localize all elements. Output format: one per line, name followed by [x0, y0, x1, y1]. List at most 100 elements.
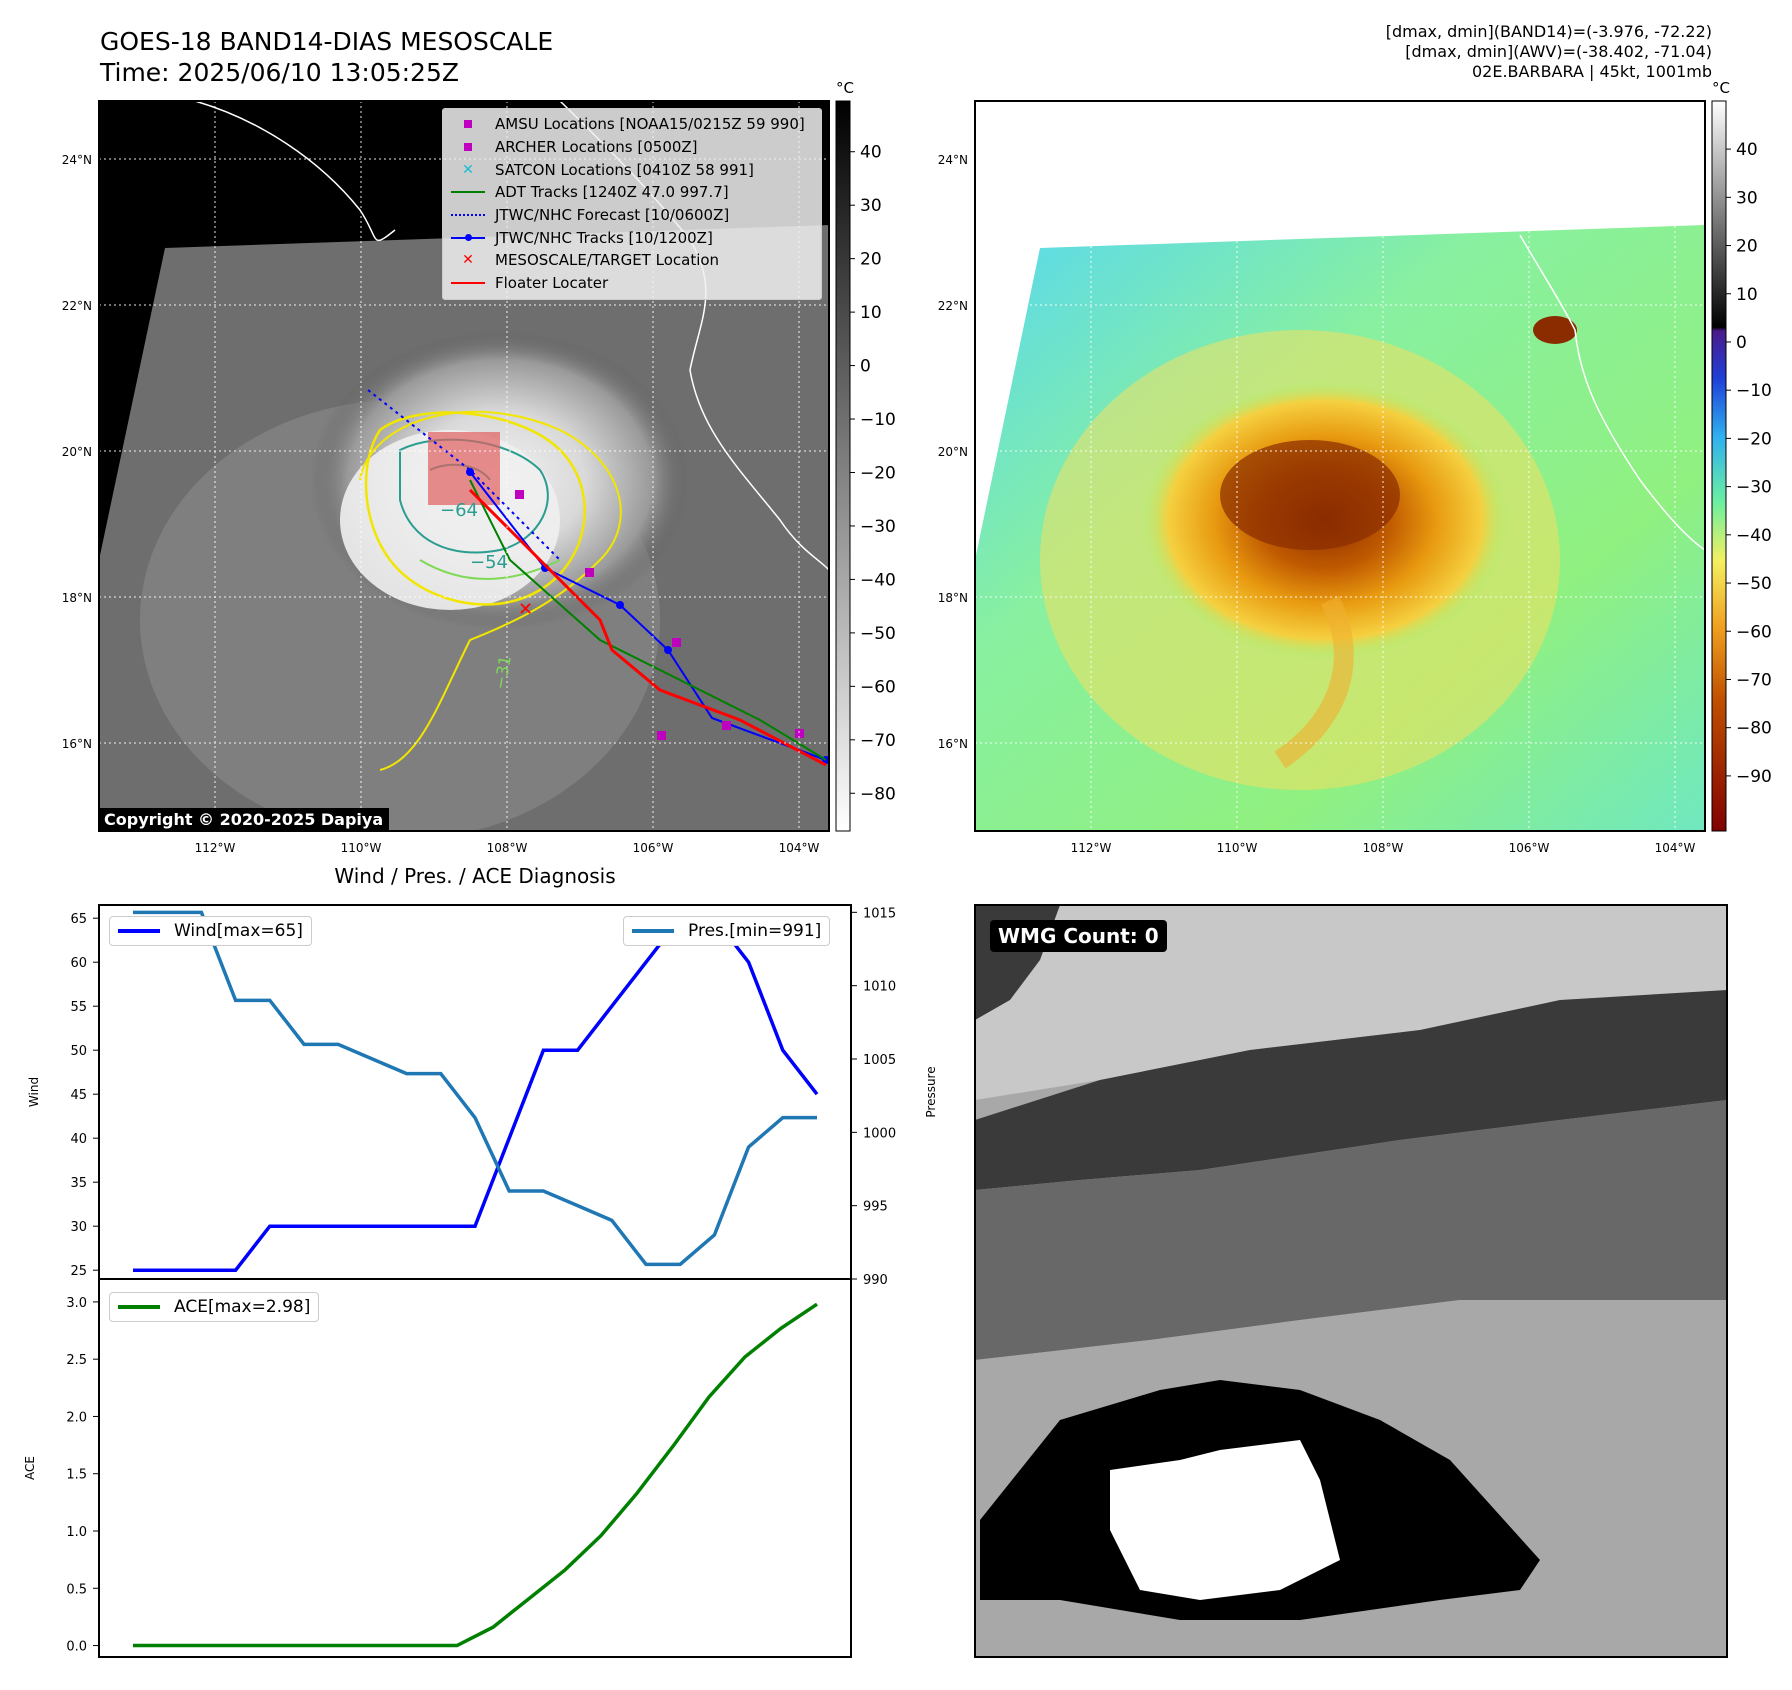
colorbar-tick-label: −40 — [1736, 526, 1772, 546]
colorbar-unit: °C — [836, 79, 854, 97]
wind-legend: Wind[max=65] — [109, 916, 312, 946]
lat-label: 22°N — [938, 299, 968, 313]
info-storm: 02E.BARBARA | 45kt, 1001mb — [1471, 62, 1712, 81]
info-band14: [dmax, dmin](BAND14)=(-3.976, -72.22) — [1385, 22, 1712, 41]
colorbar-tick-label: −30 — [1736, 478, 1772, 498]
legend-entry: ARCHER Locations [0500Z] — [449, 136, 815, 159]
ir-colorbar: °C 40 30 20 10 0 −10 −20 −30 −40 −50 −60 −70 −80 — [835, 79, 896, 832]
legend-symbol — [449, 120, 487, 129]
legend-label: Floater Locater — [495, 274, 609, 293]
ace-legend-label: ACE[max=2.98] — [174, 1297, 311, 1317]
wind-ytick-label: 30 — [70, 1220, 87, 1235]
colorbar-tick-label: −50 — [1736, 574, 1772, 594]
pressure-legend-swatch — [632, 929, 674, 933]
colorbar-tick-label: 0 — [1736, 333, 1747, 353]
wind-pressure-chart: 25 30 35 40 45 50 55 60 65 990 995 1000 1005 1010 1015 — [70, 904, 896, 1288]
colorbar-tick-label: 10 — [1736, 285, 1758, 305]
colorbar-tick-label: −50 — [860, 624, 896, 644]
colorbar-tick-label: −10 — [860, 410, 896, 430]
colorbar-tick-label: −70 — [860, 731, 896, 751]
wind-ytick-label: 25 — [70, 1264, 87, 1279]
legend-entry: ADT Tracks [1240Z 47.0 997.7] — [449, 181, 815, 204]
lat-label: 22°N — [62, 299, 92, 313]
ace-series-line — [133, 1302, 818, 1648]
wmg-panel — [974, 904, 1728, 1658]
legend-symbol — [449, 191, 487, 194]
wind-ytick-label: 55 — [70, 1000, 87, 1015]
lat-label: 20°N — [62, 445, 92, 459]
pressure-ytick-label: 990 — [863, 1273, 888, 1288]
colorbar-tick-label: 20 — [860, 250, 882, 270]
colorbar-unit: °C — [1712, 79, 1730, 97]
lat-label: 24°N — [62, 153, 92, 167]
lat-label: 16°N — [62, 737, 92, 751]
ace-ytick-label: 2.5 — [66, 1353, 87, 1368]
wind-legend-label: Wind[max=65] — [174, 921, 303, 941]
colorbar-tick-label: 0 — [860, 357, 871, 377]
colorbar-tick-label: −90 — [1736, 767, 1772, 787]
ace-legend: ACE[max=2.98] — [109, 1292, 320, 1322]
legend-label: SATCON Locations [0410Z 58 991] — [495, 160, 754, 179]
target-marker: ✕ — [518, 599, 533, 620]
ace-chart: 0.0 0.5 1.0 1.5 2.0 2.5 3.0 — [66, 1278, 852, 1658]
legend-symbol: ✕ — [462, 252, 474, 269]
wind-legend-swatch — [118, 929, 160, 933]
colorbar-tick-label: −20 — [1736, 429, 1772, 449]
ace-ytick-label: 1.0 — [66, 1525, 87, 1540]
legend-entry: JTWC/NHC Tracks [10/1200Z] — [449, 226, 815, 249]
ace-legend-swatch — [118, 1305, 160, 1309]
storm-info: [dmax, dmin](BAND14)=(-3.976, -72.22) [d… — [1386, 22, 1712, 82]
awv-map-panel: 24°N 22°N 20°N 18°N 16°N 112°W 110°W 108… — [938, 100, 1706, 855]
awv-colorbar: °C 40 30 20 10 0 −10 −20 −30 −40 −50 −60 −70 −80 −90 — [1711, 79, 1772, 832]
lat-label: 20°N — [938, 445, 968, 459]
lon-label: 112°W — [1071, 841, 1112, 855]
legend-entry: AMSU Locations [NOAA15/0215Z 59 990] — [449, 113, 815, 136]
pressure-axis-label: Pressure — [924, 1066, 938, 1117]
legend-symbol — [449, 143, 487, 152]
colorbar-tick-label: 10 — [860, 303, 882, 323]
legend-label: ADT Tracks [1240Z 47.0 997.7] — [495, 183, 729, 202]
pressure-ytick-label: 1000 — [863, 1126, 896, 1141]
colorbar-tick-label: −30 — [860, 517, 896, 537]
colorbar-tick-label: −60 — [860, 677, 896, 697]
contour-label: −64 — [440, 500, 478, 521]
wind-axis-label: Wind — [27, 1077, 41, 1107]
contour-label: −54 — [470, 552, 508, 573]
lon-label: 104°W — [779, 841, 820, 855]
page-title: GOES-18 BAND14-DIAS MESOSCALE Time: 2025… — [100, 26, 553, 88]
lon-label: 106°W — [1509, 841, 1550, 855]
ir-map-legend: AMSU Locations [NOAA15/0215Z 59 990] ARCH… — [442, 108, 822, 300]
wmg-count-badge: WMG Count: 0 — [990, 920, 1167, 952]
pressure-legend: Pres.[min=991] — [623, 916, 831, 946]
wind-ytick-label: 40 — [70, 1132, 87, 1147]
lon-label: 110°W — [1217, 841, 1258, 855]
colorbar-tick-label: 40 — [860, 143, 882, 163]
colorbar-tick-label: 20 — [1736, 237, 1758, 257]
pressure-series-line — [133, 910, 817, 1267]
legend-label: ARCHER Locations [0500Z] — [495, 138, 698, 157]
lon-label: 108°W — [487, 841, 528, 855]
wind-ytick-label: 50 — [70, 1044, 87, 1059]
info-awv: [dmax, dmin](AWV)=(-38.402, -71.04) — [1405, 42, 1712, 61]
wind-ytick-label: 45 — [70, 1088, 87, 1103]
copyright-badge: Copyright © 2020-2025 Dapiya — [98, 808, 390, 831]
wind-ytick-label: 35 — [70, 1176, 87, 1191]
colorbar-tick-label: 30 — [1736, 188, 1758, 208]
lon-label: 104°W — [1655, 841, 1696, 855]
ace-axis-label: ACE — [23, 1456, 37, 1480]
legend-symbol — [449, 233, 487, 241]
diagnosis-title: Wind / Pres. / ACE Diagnosis — [334, 864, 615, 888]
colorbar-tick-label: −40 — [860, 570, 896, 590]
lon-label: 110°W — [341, 841, 382, 855]
pressure-ytick-label: 995 — [863, 1200, 888, 1215]
colorbar-tick-label: −20 — [860, 464, 896, 484]
lat-label: 16°N — [938, 737, 968, 751]
pressure-ytick-label: 1005 — [863, 1053, 896, 1068]
lat-label: 24°N — [938, 153, 968, 167]
title-line-time: Time: 2025/06/10 13:05:25Z — [100, 58, 459, 87]
colorbar-tick-label: −80 — [860, 784, 896, 804]
legend-entry: JTWC/NHC Forecast [10/0600Z] — [449, 204, 815, 227]
legend-symbol: ✕ — [462, 161, 474, 178]
legend-symbol — [449, 282, 487, 285]
